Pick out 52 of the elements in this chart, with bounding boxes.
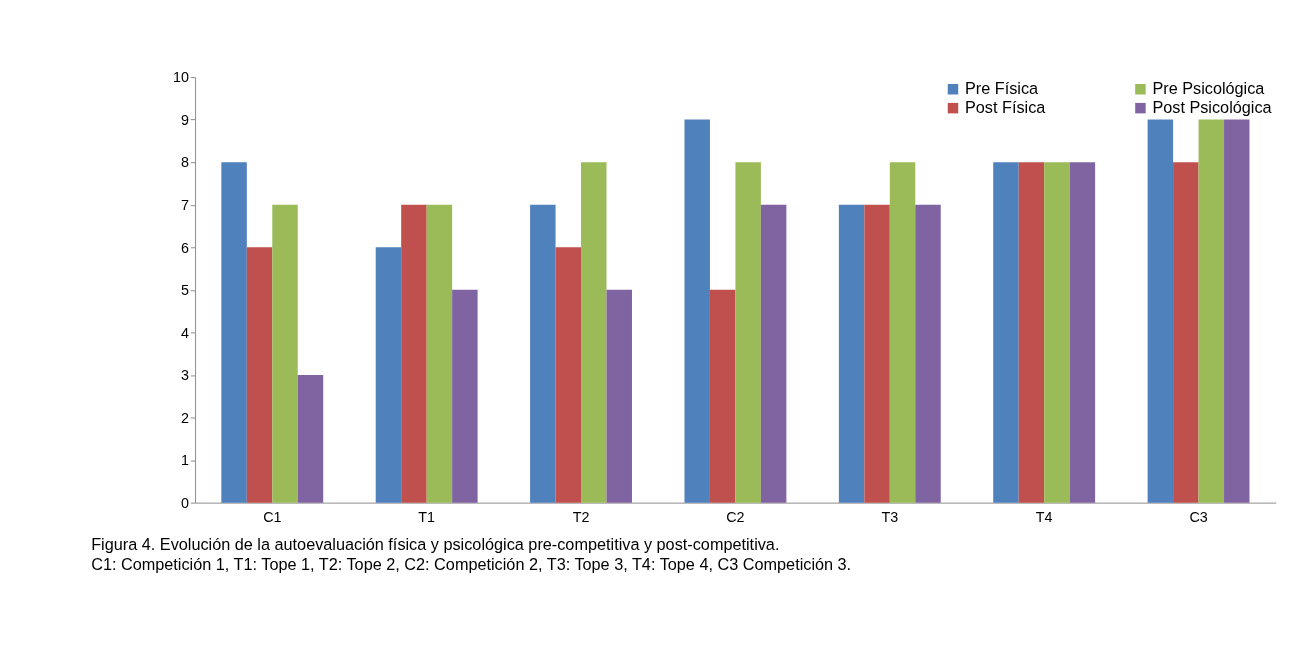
x-tick-label: C3 [1189,509,1208,526]
bar [1069,162,1096,503]
bar [735,162,761,503]
bar [1018,162,1045,503]
y-tick-label: 1 [180,452,189,469]
bar [1044,162,1070,503]
bar [221,162,247,503]
bar [606,289,632,503]
text: C1: Competición 1, T1: Tope 1, T2: Tope 2, C2: Competición 2, T3: Tope 3, T4: Tope 4, C3 Competición 3. [91,554,852,573]
y-tick-label: 3 [180,367,189,384]
y-tick-label: 7 [180,197,189,213]
bar [1173,162,1199,503]
bar [452,289,478,503]
bar [530,204,556,503]
y-tick-label: 9 [180,111,189,128]
y-tick-label: 8 [180,154,189,171]
x-tick-label: T1 [418,509,436,526]
bar [555,247,582,503]
bar [1224,119,1250,503]
x-tick-label: C1 [263,509,282,526]
bar [864,204,890,503]
text: Figura 4. Evolución de la autoevaluación física y psicológica pre-competitiva y post-competitiva. [91,535,780,554]
bar [684,119,710,503]
y-tick-label: 2 [180,409,189,426]
legend-label: Post Física [964,97,1047,116]
bar [297,374,324,503]
x-tick-label: T3 [881,509,899,526]
y-tick-label: 6 [180,239,189,256]
bar [375,247,402,503]
bar [993,162,1019,503]
bar [838,204,865,503]
bar [915,204,941,503]
legend-label: Post Psicológica [1152,97,1273,116]
bar [1198,119,1225,503]
y-tick-label: 4 [180,324,189,341]
y-tick-label: 5 [180,282,189,299]
bar [401,204,427,503]
bar [426,204,453,503]
bar [272,204,298,503]
x-tick-label: T4 [1035,509,1053,526]
bar [760,204,787,503]
x-tick-label: C2 [726,509,745,526]
x-tick-label: T2 [572,509,590,526]
bar [581,162,607,503]
y-tick-label: 0 [180,494,189,511]
bar [889,162,916,503]
legend-label: Pre Psicológica [1152,79,1266,98]
y-tick-label: 10 [172,69,189,86]
bar [709,289,736,503]
bar [1147,119,1174,503]
bar [246,247,273,503]
legend-label: Pre Física [964,79,1040,98]
